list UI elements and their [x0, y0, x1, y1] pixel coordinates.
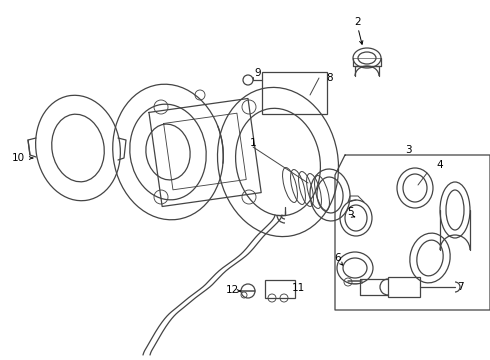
Text: 2: 2: [355, 17, 361, 27]
Text: 6: 6: [335, 253, 342, 263]
Text: 7: 7: [457, 282, 464, 292]
Bar: [388, 277, 420, 297]
Text: 4: 4: [437, 160, 443, 170]
Text: 10: 10: [11, 153, 24, 163]
Text: 12: 12: [225, 285, 239, 295]
Bar: [262, 72, 327, 114]
Text: 3: 3: [405, 145, 411, 155]
Text: 11: 11: [292, 283, 305, 293]
Text: 8: 8: [327, 73, 333, 83]
Text: 5: 5: [347, 207, 353, 217]
Text: 9: 9: [255, 68, 261, 78]
Text: 1: 1: [250, 138, 256, 148]
Bar: [265, 280, 295, 298]
